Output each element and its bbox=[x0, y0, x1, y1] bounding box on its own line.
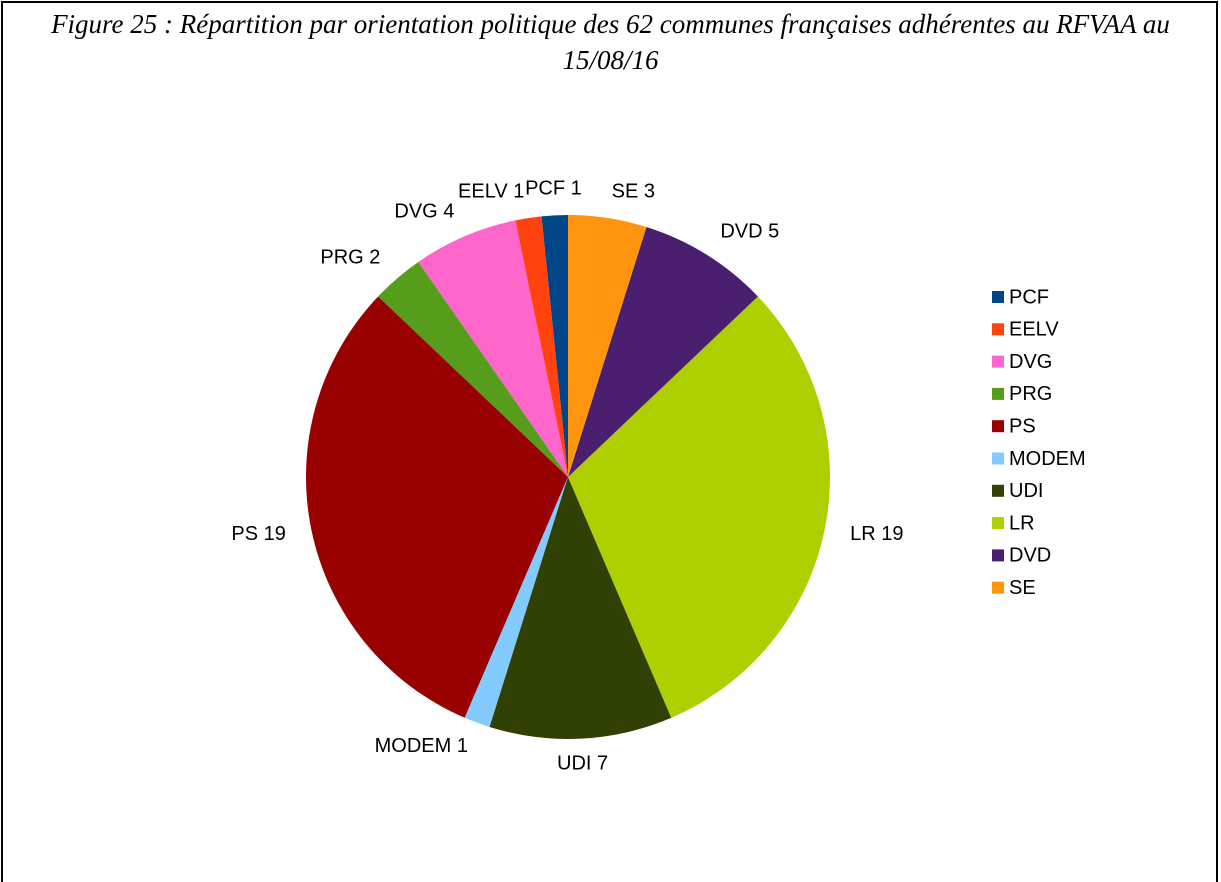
data-label: EELV 1 bbox=[458, 181, 524, 203]
pie-slice bbox=[418, 220, 568, 477]
data-label: PS 19 bbox=[231, 523, 286, 545]
data-label: MODEM 1 bbox=[375, 735, 468, 757]
legend-label: UDI bbox=[1009, 480, 1043, 502]
pie-slice bbox=[378, 261, 568, 477]
data-label: SE 3 bbox=[612, 181, 655, 203]
legend-label: EELV bbox=[1009, 319, 1059, 341]
legend-swatch bbox=[992, 581, 1004, 594]
data-label-category: DVG bbox=[394, 201, 437, 223]
data-label-value: 1 bbox=[513, 181, 524, 203]
data-label: DVD 5 bbox=[720, 221, 779, 243]
data-label-category: LR bbox=[850, 523, 876, 545]
data-label-category: EELV bbox=[458, 181, 508, 203]
data-label-value: 3 bbox=[644, 181, 655, 203]
data-label-value: 19 bbox=[264, 523, 286, 545]
pie-slice bbox=[568, 296, 830, 718]
legend-swatch bbox=[992, 484, 1004, 497]
legend-label: PS bbox=[1009, 415, 1036, 437]
pie-slice bbox=[515, 216, 568, 477]
pie-slice bbox=[489, 477, 672, 739]
pie-slice bbox=[464, 477, 568, 727]
pie-slice bbox=[306, 296, 568, 718]
legend-swatch bbox=[992, 387, 1004, 400]
data-label-value: 1 bbox=[457, 735, 468, 757]
data-label-category: PCF bbox=[525, 178, 565, 200]
data-label-value: 4 bbox=[443, 201, 454, 223]
data-label-category: SE bbox=[612, 181, 639, 203]
data-label-category: UDI bbox=[557, 753, 591, 775]
pie-slice bbox=[568, 227, 758, 477]
data-label-value: 5 bbox=[768, 221, 779, 243]
legend-swatch bbox=[992, 517, 1004, 530]
legend-label: DVG bbox=[1009, 351, 1052, 373]
legend-swatch bbox=[992, 355, 1004, 368]
data-label: LR 19 bbox=[850, 523, 903, 545]
legend-label: DVD bbox=[1009, 545, 1051, 567]
data-label: DVG 4 bbox=[394, 201, 454, 223]
data-label-category: PRG bbox=[320, 247, 363, 269]
data-label-category: DVD bbox=[720, 221, 762, 243]
legend-swatch bbox=[992, 549, 1004, 562]
data-label-value: 1 bbox=[571, 178, 582, 200]
data-label-category: PS bbox=[231, 523, 258, 545]
data-label-value: 2 bbox=[369, 247, 380, 269]
legend-label: SE bbox=[1009, 577, 1036, 599]
chart-title: Figure 25 : Répartition par orientation … bbox=[51, 9, 1170, 75]
data-label: PCF 1 bbox=[525, 178, 582, 200]
legend-label: PRG bbox=[1009, 383, 1052, 405]
pie-slice bbox=[568, 215, 647, 477]
legend-label: PCF bbox=[1009, 286, 1049, 308]
data-label: PRG 2 bbox=[320, 247, 380, 269]
legend-label: MODEM bbox=[1009, 448, 1086, 470]
legend-label: LR bbox=[1009, 512, 1035, 534]
pie-slice bbox=[541, 215, 568, 477]
data-label-value: 19 bbox=[881, 523, 903, 545]
data-label-category: MODEM bbox=[375, 735, 452, 757]
legend-swatch bbox=[992, 420, 1004, 433]
data-label-value: 7 bbox=[597, 753, 608, 775]
legend-swatch bbox=[992, 291, 1004, 303]
data-label: UDI 7 bbox=[557, 753, 608, 775]
legend-swatch bbox=[992, 452, 1004, 465]
legend-swatch bbox=[992, 323, 1004, 336]
